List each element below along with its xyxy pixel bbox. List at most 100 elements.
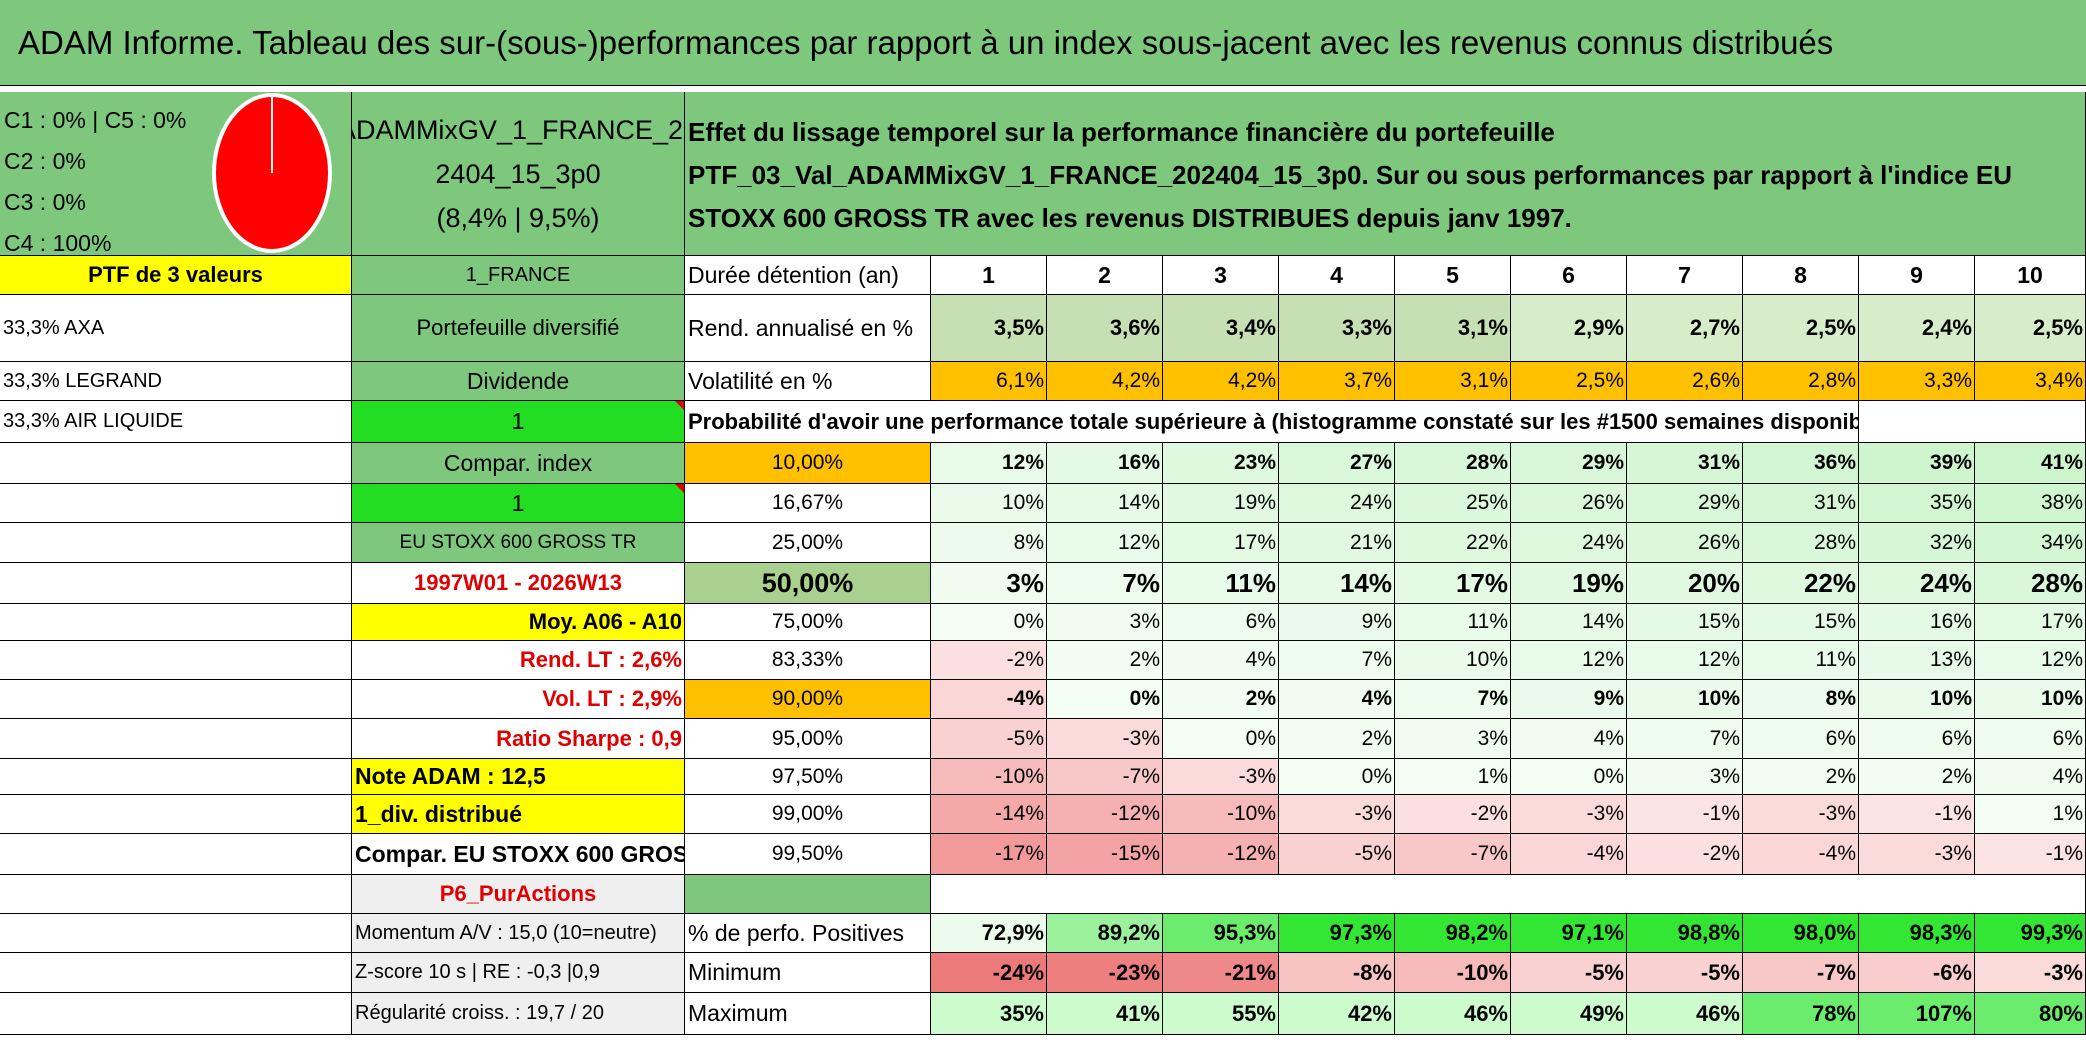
prob-value: -17%: [931, 834, 1047, 875]
empty-cell: [0, 834, 352, 875]
portfolio-code-line1: ADAMMixGV_1_FRANCE_20: [352, 114, 685, 145]
prob-value: 32%: [1859, 523, 1975, 563]
ratio-sharpe: Ratio Sharpe : 0,9: [352, 719, 685, 759]
prob-value: 27%: [1279, 443, 1395, 484]
rend-value: 2,9%: [1511, 295, 1627, 362]
max-value: 107%: [1859, 993, 1975, 1035]
portfolio-code-line2: 2404_15_3p0: [435, 158, 601, 189]
prob-value: 11%: [1395, 604, 1511, 641]
vol-value: 2,6%: [1627, 362, 1743, 401]
prob-value: 22%: [1395, 523, 1511, 563]
pos-label: % de perfo. Positives: [685, 914, 931, 953]
rend-value: 3,4%: [1163, 295, 1279, 362]
allocation-box: C1 : 0% | C5 : 0% C2 : 0% C3 : 0% C4 : 1…: [0, 92, 352, 256]
prob-value: 41%: [1975, 443, 2086, 484]
pos-value: 98,3%: [1859, 914, 1975, 953]
empty-cell: [0, 484, 352, 523]
regularite: Régularité croiss. : 19,7 / 20: [352, 993, 685, 1035]
prob-value: -1%: [1627, 795, 1743, 834]
max-value: 80%: [1975, 993, 2086, 1035]
empty-cell: [0, 719, 352, 759]
prob-value: 6%: [1743, 719, 1859, 759]
title-gap: [0, 86, 2086, 92]
prob-value: 22%: [1743, 563, 1859, 604]
min-value: -5%: [1511, 953, 1627, 993]
vol-value: 3,7%: [1279, 362, 1395, 401]
vol-value: 3,3%: [1859, 362, 1975, 401]
prob-value: 16%: [1047, 443, 1163, 484]
empty-cell: [0, 523, 352, 563]
prob-value: 4%: [1163, 641, 1279, 680]
prob-value: 17%: [1163, 523, 1279, 563]
vol-value: 4,2%: [1163, 362, 1279, 401]
prob-value: 38%: [1975, 484, 2086, 523]
prob-value: 0%: [1511, 759, 1627, 795]
prob-value: 0%: [1163, 719, 1279, 759]
cell-comment-marker: [675, 401, 684, 410]
min-value: -10%: [1395, 953, 1511, 993]
prob-value: 26%: [1511, 484, 1627, 523]
prob-value: 3%: [931, 563, 1047, 604]
year-header: 4: [1279, 256, 1395, 295]
prob-value: -7%: [1395, 834, 1511, 875]
max-label: Maximum: [685, 993, 931, 1035]
prob-value: 6%: [1859, 719, 1975, 759]
max-value: 46%: [1627, 993, 1743, 1035]
rend-value: 3,1%: [1395, 295, 1511, 362]
rend-value: 2,4%: [1859, 295, 1975, 362]
prob-value: 6%: [1975, 719, 2086, 759]
pos-value: 98,2%: [1395, 914, 1511, 953]
rend-value: 3,3%: [1279, 295, 1395, 362]
prob-value: 10%: [931, 484, 1047, 523]
momentum: Momentum A/V : 15,0 (10=neutre): [352, 914, 685, 953]
vol-value: 4,2%: [1047, 362, 1163, 401]
prob-value: -3%: [1047, 719, 1163, 759]
pos-value: 95,3%: [1163, 914, 1279, 953]
prob-value: -2%: [931, 641, 1047, 680]
vol-lt: Vol. LT : 2,9%: [352, 680, 685, 719]
prob-value: 31%: [1743, 484, 1859, 523]
prob-value: 24%: [1511, 523, 1627, 563]
min-value: -6%: [1859, 953, 1975, 993]
prob-threshold: 99,00%: [685, 795, 931, 834]
prob-value: 14%: [1279, 563, 1395, 604]
div-distrib: 1_div. distribué: [352, 795, 685, 834]
holding-air-liquide: 33,3% AIR LIQUIDE: [0, 401, 352, 443]
p6-label: P6_PurActions: [352, 875, 685, 914]
prob-value: 21%: [1279, 523, 1395, 563]
prob-value: 9%: [1279, 604, 1395, 641]
min-value: -24%: [931, 953, 1047, 993]
min-value: -23%: [1047, 953, 1163, 993]
prob-value: -15%: [1047, 834, 1163, 875]
min-value: -8%: [1279, 953, 1395, 993]
year-header: 2: [1047, 256, 1163, 295]
index-name: EU STOXX 600 GROSS TR: [352, 523, 685, 563]
prob-value: 3%: [1047, 604, 1163, 641]
prob-value: 24%: [1279, 484, 1395, 523]
prob-value: 2%: [1743, 759, 1859, 795]
prob-value: 31%: [1627, 443, 1743, 484]
prob-threshold: 97,50%: [685, 759, 931, 795]
rend-value: 3,5%: [931, 295, 1047, 362]
pos-value: 97,3%: [1279, 914, 1395, 953]
compar-index-label: Compar. EU STOXX 600 GROSS TR: [352, 834, 685, 875]
prob-value: 7%: [1395, 680, 1511, 719]
prob-value: -12%: [1047, 795, 1163, 834]
vol-label: Volatilité en %: [685, 362, 931, 401]
max-value: 41%: [1047, 993, 1163, 1035]
compar-value: 1: [352, 484, 685, 523]
year-header: 3: [1163, 256, 1279, 295]
year-header: 10: [1975, 256, 2086, 295]
prob-threshold: 16,67%: [685, 484, 931, 523]
min-value: -7%: [1743, 953, 1859, 993]
year-header: 1: [931, 256, 1047, 295]
prob-value: 10%: [1627, 680, 1743, 719]
prob-value: 7%: [1279, 641, 1395, 680]
empty-cell: [931, 875, 2086, 914]
empty-cell: [0, 993, 352, 1035]
empty-cell: [1859, 401, 2086, 443]
prob-value: 8%: [931, 523, 1047, 563]
year-header: 7: [1627, 256, 1743, 295]
max-value: 55%: [1163, 993, 1279, 1035]
max-value: 42%: [1279, 993, 1395, 1035]
